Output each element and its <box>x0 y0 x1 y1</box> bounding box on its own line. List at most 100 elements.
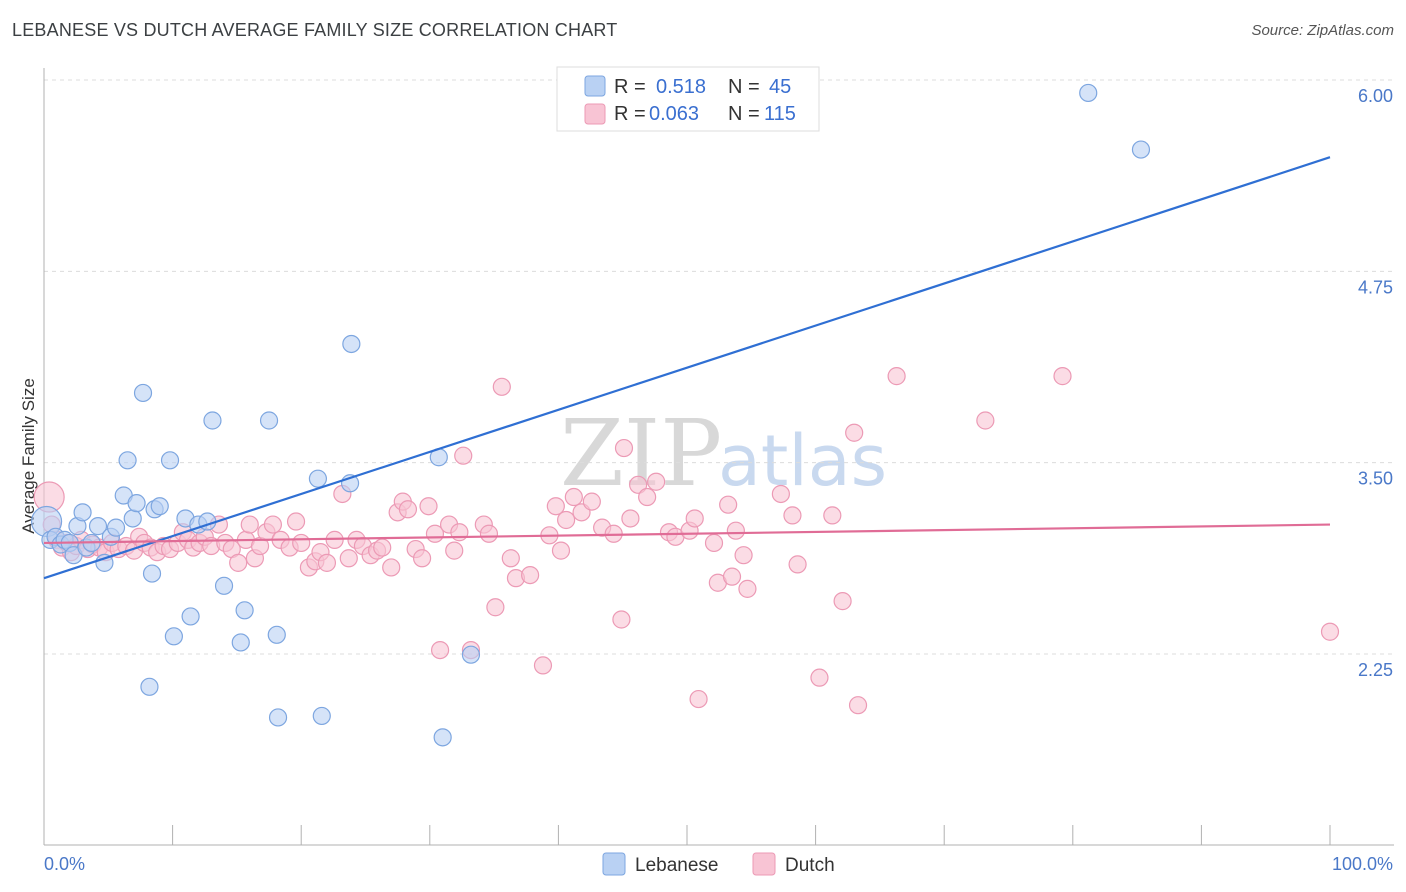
bottom-legend-label-lebanese: Lebanese <box>635 855 718 876</box>
legend-swatch-lebanese <box>584 75 606 97</box>
dutch-point <box>823 506 842 525</box>
dutch-point <box>612 610 631 629</box>
dutch-point <box>521 565 540 585</box>
dutch-point <box>229 553 248 572</box>
dutch-point <box>398 500 418 519</box>
legend-r-value-lebanese: 0.518 <box>656 76 706 98</box>
legend-swatch-dutch <box>584 103 606 125</box>
lebanese-point <box>123 509 142 528</box>
dutch-point <box>685 509 704 528</box>
x-tick-label-min: 0.0% <box>44 854 85 874</box>
dutch-point <box>621 509 640 528</box>
dutch-point <box>722 567 742 586</box>
lebanese-point <box>259 411 279 430</box>
lebanese-point <box>203 411 222 430</box>
dutch-point <box>486 598 505 617</box>
bottom-legend-swatch-dutch <box>752 852 776 876</box>
y-tick-label: 2.25 <box>1358 660 1393 680</box>
y-tick-label: 6.00 <box>1358 86 1393 106</box>
dutch-point <box>614 438 634 458</box>
legend-n-label-dutch: N = <box>728 103 760 125</box>
lebanese-point <box>95 553 114 572</box>
chart-title: LEBANESE VS DUTCH AVERAGE FAMILY SIZE CO… <box>12 20 618 40</box>
lebanese-point <box>235 601 254 620</box>
lebanese-point <box>308 469 328 488</box>
dutch-point <box>546 497 565 516</box>
dutch-point <box>788 555 807 574</box>
lebanese-point <box>1131 140 1151 159</box>
x-tick-marks <box>43 825 1331 845</box>
grid-layer <box>44 79 1394 655</box>
lebanese-point <box>88 517 108 536</box>
lebanese-point <box>142 564 162 583</box>
dutch-point <box>412 549 432 568</box>
lebanese-point <box>140 677 159 696</box>
lebanese-point <box>127 494 146 513</box>
y-tick-label: 3.50 <box>1358 469 1393 489</box>
dutch-point <box>286 512 306 531</box>
legend-n-value-lebanese: 45 <box>769 76 791 98</box>
lebanese-point <box>312 706 331 726</box>
dutch-point <box>771 484 790 504</box>
dutch-point <box>263 515 283 534</box>
dutch-point <box>783 506 802 525</box>
dutch-point <box>810 668 829 687</box>
legend-n-label-lebanese: N = <box>728 76 760 98</box>
dutch-point <box>719 495 738 514</box>
legend-r-value-dutch: 0.063 <box>649 103 699 125</box>
dutch-point <box>887 367 906 386</box>
dutch-point <box>582 492 601 511</box>
lebanese-point <box>164 627 183 646</box>
lebanese-point <box>73 503 92 522</box>
lebanese-point <box>214 576 234 595</box>
dutch-point <box>492 377 511 396</box>
dutch-point <box>647 472 666 491</box>
dutch-point <box>976 411 995 430</box>
y-tick-labels: 2.25 3.50 4.75 6.00 <box>1358 86 1393 680</box>
series-legend: Lebanese Dutch <box>602 852 835 876</box>
dutch-point <box>430 641 450 660</box>
dutch-point <box>734 546 753 565</box>
lebanese-point <box>231 633 250 652</box>
dutch-point <box>848 696 868 715</box>
dutch-point <box>1320 622 1340 641</box>
dutch-point <box>479 524 499 543</box>
lebanese-point <box>342 334 361 354</box>
lebanese-point <box>268 708 288 727</box>
dutch-point <box>317 553 337 572</box>
dutch-point <box>240 515 259 534</box>
dutch-point <box>726 521 745 540</box>
legend-r-label-dutch: R = <box>614 103 646 125</box>
lebanese-point <box>433 728 452 747</box>
dutch-point <box>704 533 724 553</box>
dutch-point <box>339 549 358 568</box>
bottom-legend-label-dutch: Dutch <box>785 855 835 876</box>
lebanese-point <box>118 451 137 470</box>
lebanese-point <box>267 625 286 644</box>
lebanese-trend-line <box>43 156 1331 580</box>
dutch-point <box>833 592 852 611</box>
dutch-point <box>551 541 571 560</box>
dutch-point <box>454 446 473 465</box>
chart-source: Source: ZipAtlas.com <box>1251 22 1394 39</box>
dutch-point <box>689 689 708 709</box>
y-tick-label: 4.75 <box>1358 277 1393 297</box>
dutch-series <box>33 367 1340 715</box>
dutch-point <box>564 487 583 507</box>
bottom-legend-swatch-lebanese <box>602 852 626 876</box>
lebanese-point <box>150 497 169 516</box>
stats-legend: R = 0.518 N = 45 R = 0.063 N = 115 <box>556 66 820 132</box>
lebanese-point <box>133 383 153 403</box>
dutch-trend-line <box>43 523 1331 545</box>
x-tick-label-max: 100.0% <box>1332 854 1393 874</box>
legend-n-value-dutch: 115 <box>764 103 796 125</box>
trend-lines <box>43 156 1331 580</box>
dutch-point <box>845 423 864 442</box>
dutch-point <box>629 475 648 494</box>
dutch-point <box>382 558 401 577</box>
lebanese-point <box>181 607 200 626</box>
y-axis-label: Average Family Size <box>19 378 38 534</box>
dutch-point <box>738 579 757 598</box>
dutch-point <box>445 541 464 560</box>
